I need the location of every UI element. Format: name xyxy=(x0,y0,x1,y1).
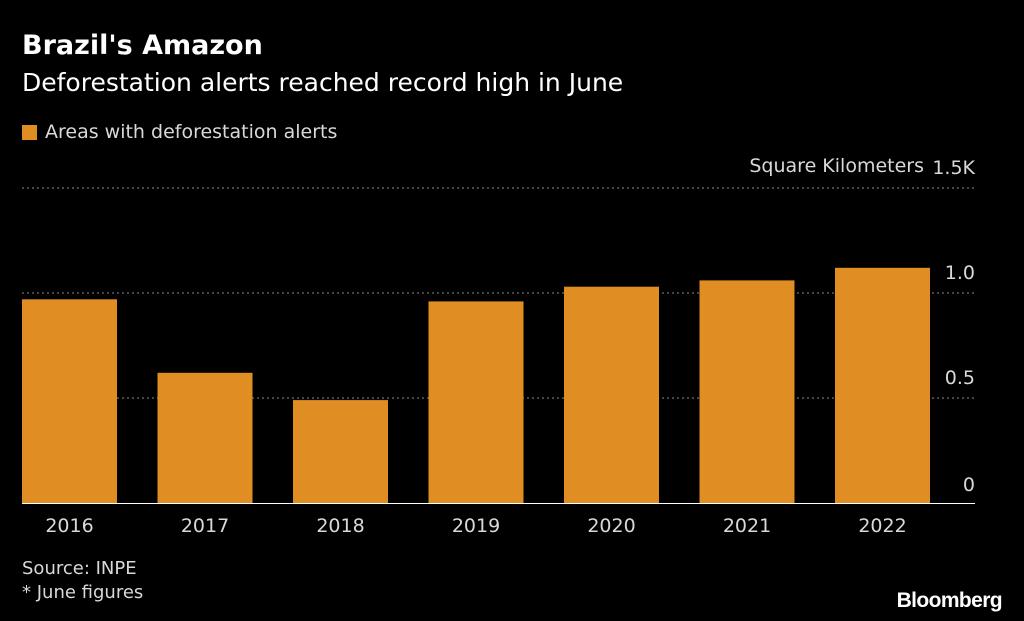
x-tick-label: 2019 xyxy=(452,515,500,537)
footnote: * June figures xyxy=(22,582,144,603)
bar-2022 xyxy=(835,267,930,503)
y-tick-label: 1.5K xyxy=(932,157,975,179)
bar-2020 xyxy=(564,286,659,503)
y-axis-units-label: Square Kilometers xyxy=(749,155,924,177)
legend-swatch xyxy=(22,124,37,140)
y-tick-label: 1.0 xyxy=(945,262,975,284)
bar-2021 xyxy=(699,280,795,503)
y-tick-label: 0.5 xyxy=(945,367,975,389)
legend: Areas with deforestation alerts xyxy=(22,119,337,145)
x-tick-label: 2018 xyxy=(316,515,364,537)
bar-2016 xyxy=(22,299,117,503)
chart-title: Brazil's Amazon xyxy=(22,30,263,61)
bar-2018 xyxy=(293,400,388,503)
x-tick-label: 2016 xyxy=(45,515,93,537)
source-note: Source: INPE xyxy=(22,558,137,579)
chart-subtitle: Deforestation alerts reached record high… xyxy=(22,68,624,97)
x-tick-label: 2017 xyxy=(181,515,229,537)
bloomberg-logo: Bloomberg xyxy=(896,589,1003,612)
x-tick-label: 2021 xyxy=(723,515,771,537)
y-tick-label: 0 xyxy=(963,474,975,496)
x-tick-label: 2020 xyxy=(587,515,635,537)
bar-2019 xyxy=(428,301,524,503)
legend-label: Areas with deforestation alerts xyxy=(45,121,338,143)
x-tick-label: 2022 xyxy=(858,515,906,537)
bar-2017 xyxy=(157,372,253,503)
